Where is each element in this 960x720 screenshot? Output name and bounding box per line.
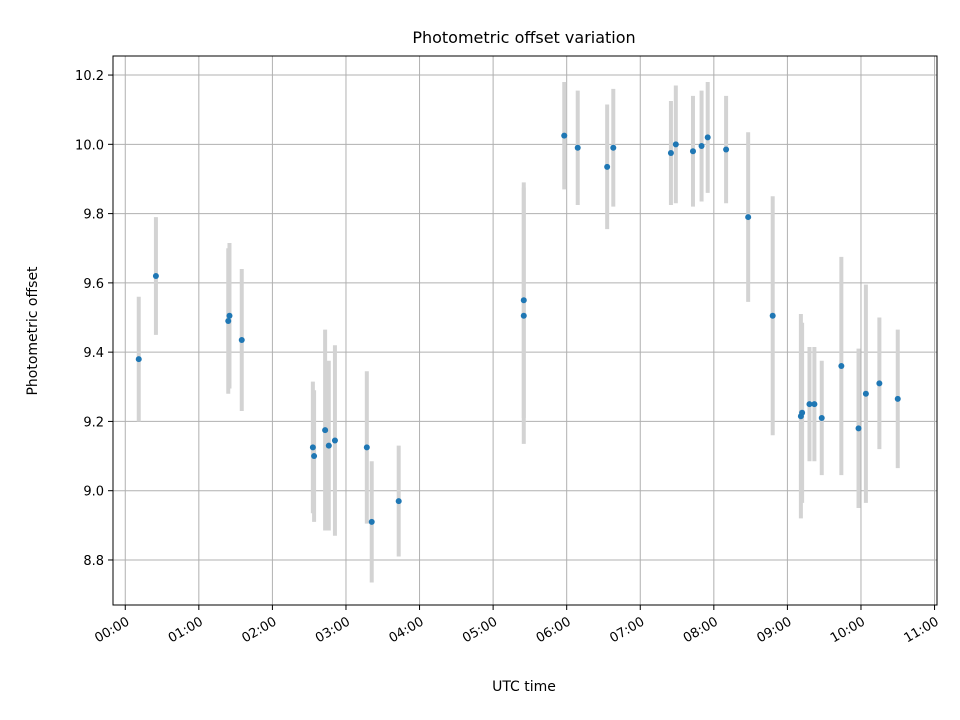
data-point bbox=[311, 453, 318, 460]
data-point bbox=[689, 148, 696, 155]
data-point bbox=[395, 498, 402, 505]
y-tick-label: 9.0 bbox=[83, 485, 104, 500]
data-point bbox=[238, 337, 245, 344]
data-point bbox=[723, 146, 730, 153]
data-point bbox=[520, 312, 527, 319]
data-point bbox=[331, 437, 338, 444]
y-tick-label: 8.8 bbox=[83, 554, 104, 569]
data-point bbox=[862, 390, 869, 397]
y-axis-label: Photometric offset bbox=[25, 266, 41, 396]
y-tick-label: 10.0 bbox=[75, 138, 104, 153]
data-point bbox=[309, 444, 316, 451]
data-point bbox=[811, 401, 818, 408]
data-point bbox=[604, 163, 611, 170]
data-point bbox=[672, 141, 679, 148]
data-point-layer bbox=[135, 132, 901, 525]
data-point bbox=[325, 442, 332, 449]
data-point bbox=[368, 518, 375, 525]
data-point bbox=[838, 363, 845, 370]
data-point bbox=[894, 395, 901, 402]
data-point bbox=[806, 401, 813, 408]
data-point bbox=[322, 427, 329, 434]
x-axis-label: UTC time bbox=[492, 679, 556, 695]
data-point bbox=[226, 312, 233, 319]
data-point bbox=[152, 272, 159, 279]
y-tick-label: 9.6 bbox=[83, 277, 104, 292]
chart-title: Photometric offset variation bbox=[412, 28, 635, 47]
data-point bbox=[698, 143, 705, 150]
data-point bbox=[704, 134, 711, 141]
y-tick-label: 10.2 bbox=[75, 69, 104, 84]
data-point bbox=[574, 144, 581, 151]
data-point bbox=[745, 214, 752, 221]
y-tick-label: 9.8 bbox=[83, 208, 104, 223]
data-point bbox=[855, 425, 862, 432]
data-point bbox=[610, 144, 617, 151]
data-point bbox=[225, 317, 232, 324]
data-point bbox=[799, 409, 806, 416]
data-point bbox=[818, 414, 825, 421]
data-point bbox=[520, 297, 527, 304]
data-point bbox=[135, 356, 142, 363]
data-point bbox=[363, 444, 370, 451]
data-point bbox=[667, 149, 674, 156]
y-tick-label: 9.2 bbox=[83, 415, 104, 430]
data-point bbox=[561, 132, 568, 139]
data-point bbox=[876, 380, 883, 387]
y-tick-label: 9.4 bbox=[83, 346, 104, 361]
plot-frame bbox=[112, 55, 938, 606]
data-point bbox=[769, 312, 776, 319]
